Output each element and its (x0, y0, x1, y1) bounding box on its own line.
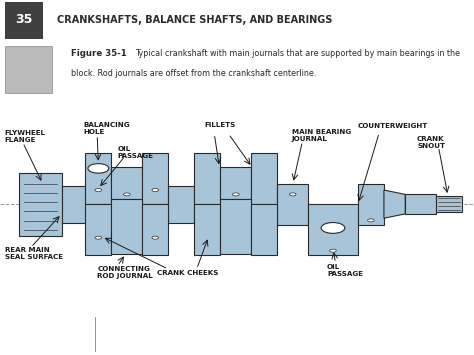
Polygon shape (142, 153, 168, 204)
Text: PEARSON: PEARSON (371, 325, 460, 343)
Text: CONNECTING
ROD JOURNAL: CONNECTING ROD JOURNAL (97, 266, 153, 279)
Polygon shape (308, 204, 358, 255)
Bar (111, 199, 142, 254)
Bar (358, 184, 384, 225)
Circle shape (152, 189, 158, 192)
Bar (19, 173, 62, 235)
Text: BALANCING
HOLE: BALANCING HOLE (83, 122, 129, 135)
Polygon shape (251, 204, 277, 255)
Polygon shape (142, 204, 168, 255)
Text: FLYWHEEL
FLANGE: FLYWHEEL FLANGE (5, 131, 46, 143)
Bar (168, 186, 194, 223)
Polygon shape (194, 153, 220, 204)
Text: REAR MAIN
SEAL SURFACE: REAR MAIN SEAL SURFACE (5, 247, 63, 261)
Bar (436, 196, 462, 212)
Bar (111, 167, 142, 199)
Circle shape (232, 193, 239, 196)
Circle shape (95, 236, 101, 239)
Polygon shape (85, 204, 111, 255)
Circle shape (152, 236, 158, 239)
Circle shape (321, 223, 345, 233)
Text: FILLETS: FILLETS (205, 122, 236, 128)
Polygon shape (384, 190, 405, 218)
Text: Automotive Technology,  Fifth Edition: Automotive Technology, Fifth Edition (109, 322, 240, 328)
Polygon shape (85, 153, 111, 204)
Text: OIL
PASSAGE: OIL PASSAGE (118, 146, 154, 159)
Text: OIL
PASSAGE: OIL PASSAGE (327, 264, 363, 277)
Text: COUNTERWEIGHT: COUNTERWEIGHT (358, 123, 428, 129)
Bar (277, 184, 308, 225)
Polygon shape (194, 204, 220, 255)
Bar (405, 195, 436, 214)
Circle shape (88, 164, 109, 173)
Text: CRANK
SNOUT: CRANK SNOUT (417, 136, 445, 149)
Text: block. Rod journals are offset from the crankshaft centerline.: block. Rod journals are offset from the … (71, 69, 317, 78)
Circle shape (330, 249, 336, 252)
Circle shape (123, 193, 130, 196)
Bar (5, 2, 43, 39)
Text: Typical crankshaft with main journals that are supported by main bearings in the: Typical crankshaft with main journals th… (135, 49, 460, 58)
Text: ALWAYS LEARNING: ALWAYS LEARNING (14, 327, 95, 336)
Bar (220, 199, 251, 254)
Text: CRANKSHAFTS, BALANCE SHAFTS, AND BEARINGS: CRANKSHAFTS, BALANCE SHAFTS, AND BEARING… (57, 15, 332, 24)
Bar (5, 46, 52, 93)
Circle shape (368, 219, 374, 222)
Text: MAIN BEARING
JOURNAL: MAIN BEARING JOURNAL (292, 130, 351, 142)
Bar (220, 167, 251, 199)
Circle shape (95, 189, 101, 192)
Text: Figure 35-1: Figure 35-1 (71, 49, 127, 58)
Polygon shape (251, 153, 277, 204)
Circle shape (289, 193, 296, 196)
Text: CRANK CHEEKS: CRANK CHEEKS (156, 270, 218, 276)
Text: 35: 35 (15, 13, 32, 26)
Text: James Halderman: James Halderman (109, 338, 171, 344)
Bar (62, 186, 88, 223)
